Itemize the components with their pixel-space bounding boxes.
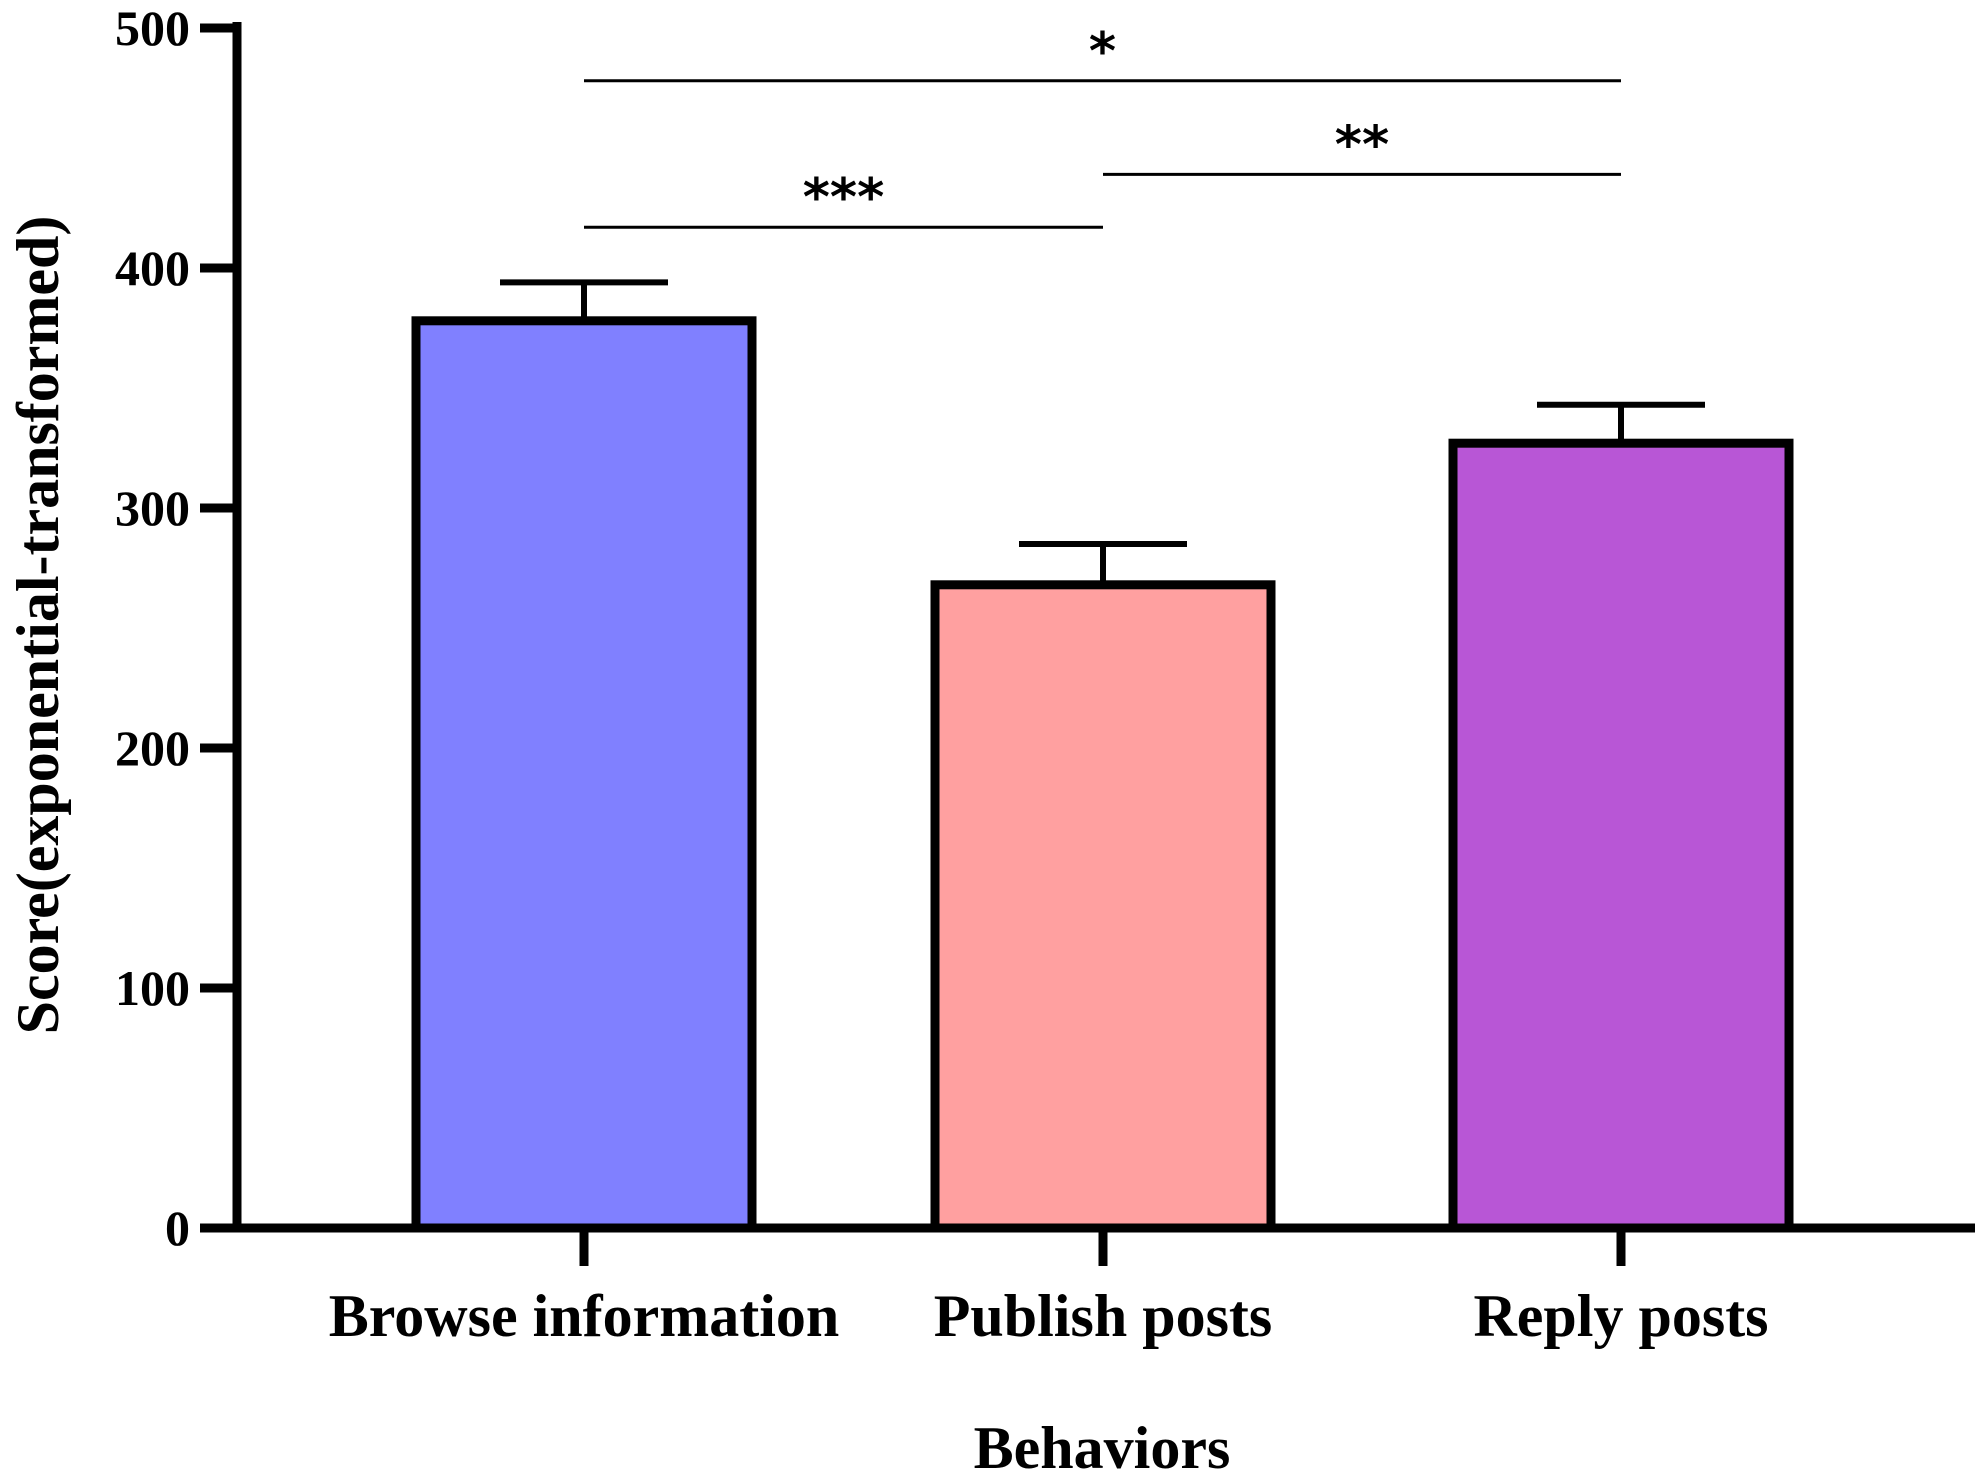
x-axis-title: Behaviors xyxy=(974,1415,1231,1481)
bar xyxy=(930,580,1276,1233)
x-ticks-layer: Browse information Publish posts Reply pos… xyxy=(329,1228,1769,1349)
x-tick-label: Browse information xyxy=(329,1283,840,1349)
bars-layer xyxy=(411,316,1794,1233)
y-tick-label: 0 xyxy=(165,1200,190,1256)
error-bars-layer xyxy=(500,279,1705,585)
y-tick-label: 100 xyxy=(115,960,190,1016)
x-tick-label: Publish posts xyxy=(934,1283,1273,1349)
significance-label: * xyxy=(1089,22,1116,82)
bar xyxy=(1448,438,1794,1233)
significance-label: *** xyxy=(803,168,885,228)
x-tick-label: Reply posts xyxy=(1473,1283,1768,1349)
significance-label: ** xyxy=(1335,115,1389,175)
y-axis-title: Score(exponential-transformed) xyxy=(5,216,71,1035)
significance-layer: ****** xyxy=(584,22,1621,229)
y-tick-label: 300 xyxy=(115,480,190,536)
y-tick-label: 200 xyxy=(115,720,190,776)
y-tick-label: 500 xyxy=(115,0,190,56)
y-ticks-layer: 0 100 200 300 400 500 xyxy=(115,0,237,1256)
y-tick-label: 400 xyxy=(115,240,190,296)
bar xyxy=(411,316,757,1233)
